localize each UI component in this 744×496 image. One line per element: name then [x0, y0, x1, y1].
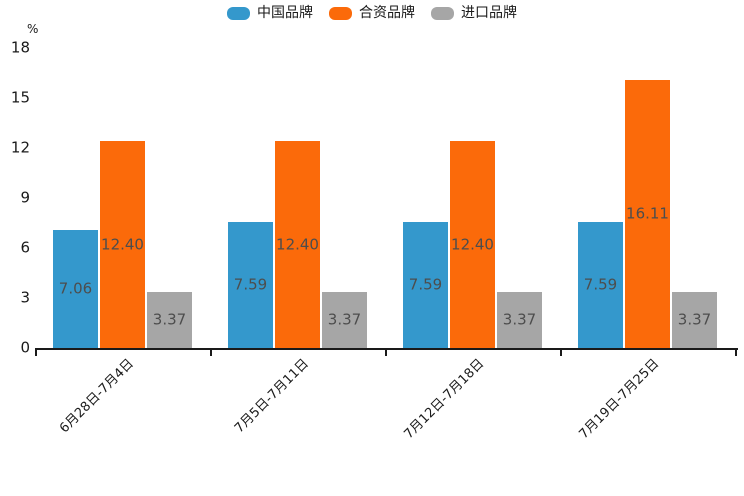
y-axis-unit-label: % [27, 22, 39, 36]
x-tick-label: 7月12日-7月18日 [401, 356, 488, 443]
y-tick-label: 0 [20, 338, 30, 357]
bar-value-label: 3.37 [677, 310, 712, 329]
y-tick-label: 3 [20, 288, 30, 307]
bar-imported-brand-3 [672, 291, 717, 348]
x-axis-tick [560, 349, 562, 356]
legend-label-imported-brand: 进口品牌 [461, 5, 517, 21]
legend-color-swatch-icon [227, 6, 250, 20]
bar-value-label: 12.40 [276, 235, 319, 254]
legend-item-joint-venture-brand: 合资品牌 [329, 6, 415, 20]
bar-imported-brand-2 [497, 291, 542, 348]
bar-imported-brand-1 [322, 291, 367, 348]
bar-china-brand-0 [53, 230, 98, 348]
bar-value-label: 12.40 [101, 235, 144, 254]
y-tick-label: 12 [10, 138, 30, 157]
y-tick-label: 18 [10, 38, 30, 57]
x-tick-label: 7月19日-7月25日 [576, 356, 663, 443]
bar-joint-venture-brand-2 [450, 141, 495, 348]
bar-china-brand-1 [228, 221, 273, 348]
legend-color-swatch-icon [329, 6, 352, 20]
bar-value-label: 7.06 [58, 279, 93, 298]
bar-value-label: 7.59 [408, 275, 443, 294]
bar-joint-venture-brand-3 [625, 79, 670, 348]
bar-imported-brand-0 [147, 291, 192, 348]
bar-value-label: 7.59 [233, 275, 268, 294]
bar-value-label: 7.59 [583, 275, 618, 294]
bar-value-label: 3.37 [502, 310, 537, 329]
x-axis-tick [735, 349, 737, 356]
bar-joint-venture-brand-1 [275, 141, 320, 348]
x-axis-tick [210, 349, 212, 356]
bar-value-label: 16.11 [626, 204, 669, 223]
y-tick-label: 9 [20, 188, 30, 207]
bar-joint-venture-brand-0 [100, 141, 145, 348]
x-tick-label: 7月5日-7月11日 [232, 356, 313, 437]
legend-item-china-brand: 中国品牌 [227, 6, 313, 20]
y-tick-label: 15 [10, 88, 30, 107]
legend-item-imported-brand: 进口品牌 [431, 6, 517, 20]
x-axis-tick [385, 349, 387, 356]
bar-value-label: 3.37 [152, 310, 187, 329]
bar-china-brand-3 [578, 221, 623, 348]
bar-value-label: 12.40 [451, 235, 494, 254]
bar-value-label: 3.37 [327, 310, 362, 329]
chart-legend: 中国品牌 合资品牌 进口品牌 [0, 6, 744, 20]
x-axis-tick [35, 349, 37, 356]
legend-label-joint-venture-brand: 合资品牌 [359, 5, 415, 21]
x-tick-label: 6月28日-7月4日 [57, 356, 138, 437]
y-tick-label: 6 [20, 238, 30, 257]
legend-color-swatch-icon [431, 6, 454, 20]
bar-china-brand-2 [403, 221, 448, 348]
legend-label-china-brand: 中国品牌 [257, 5, 313, 21]
